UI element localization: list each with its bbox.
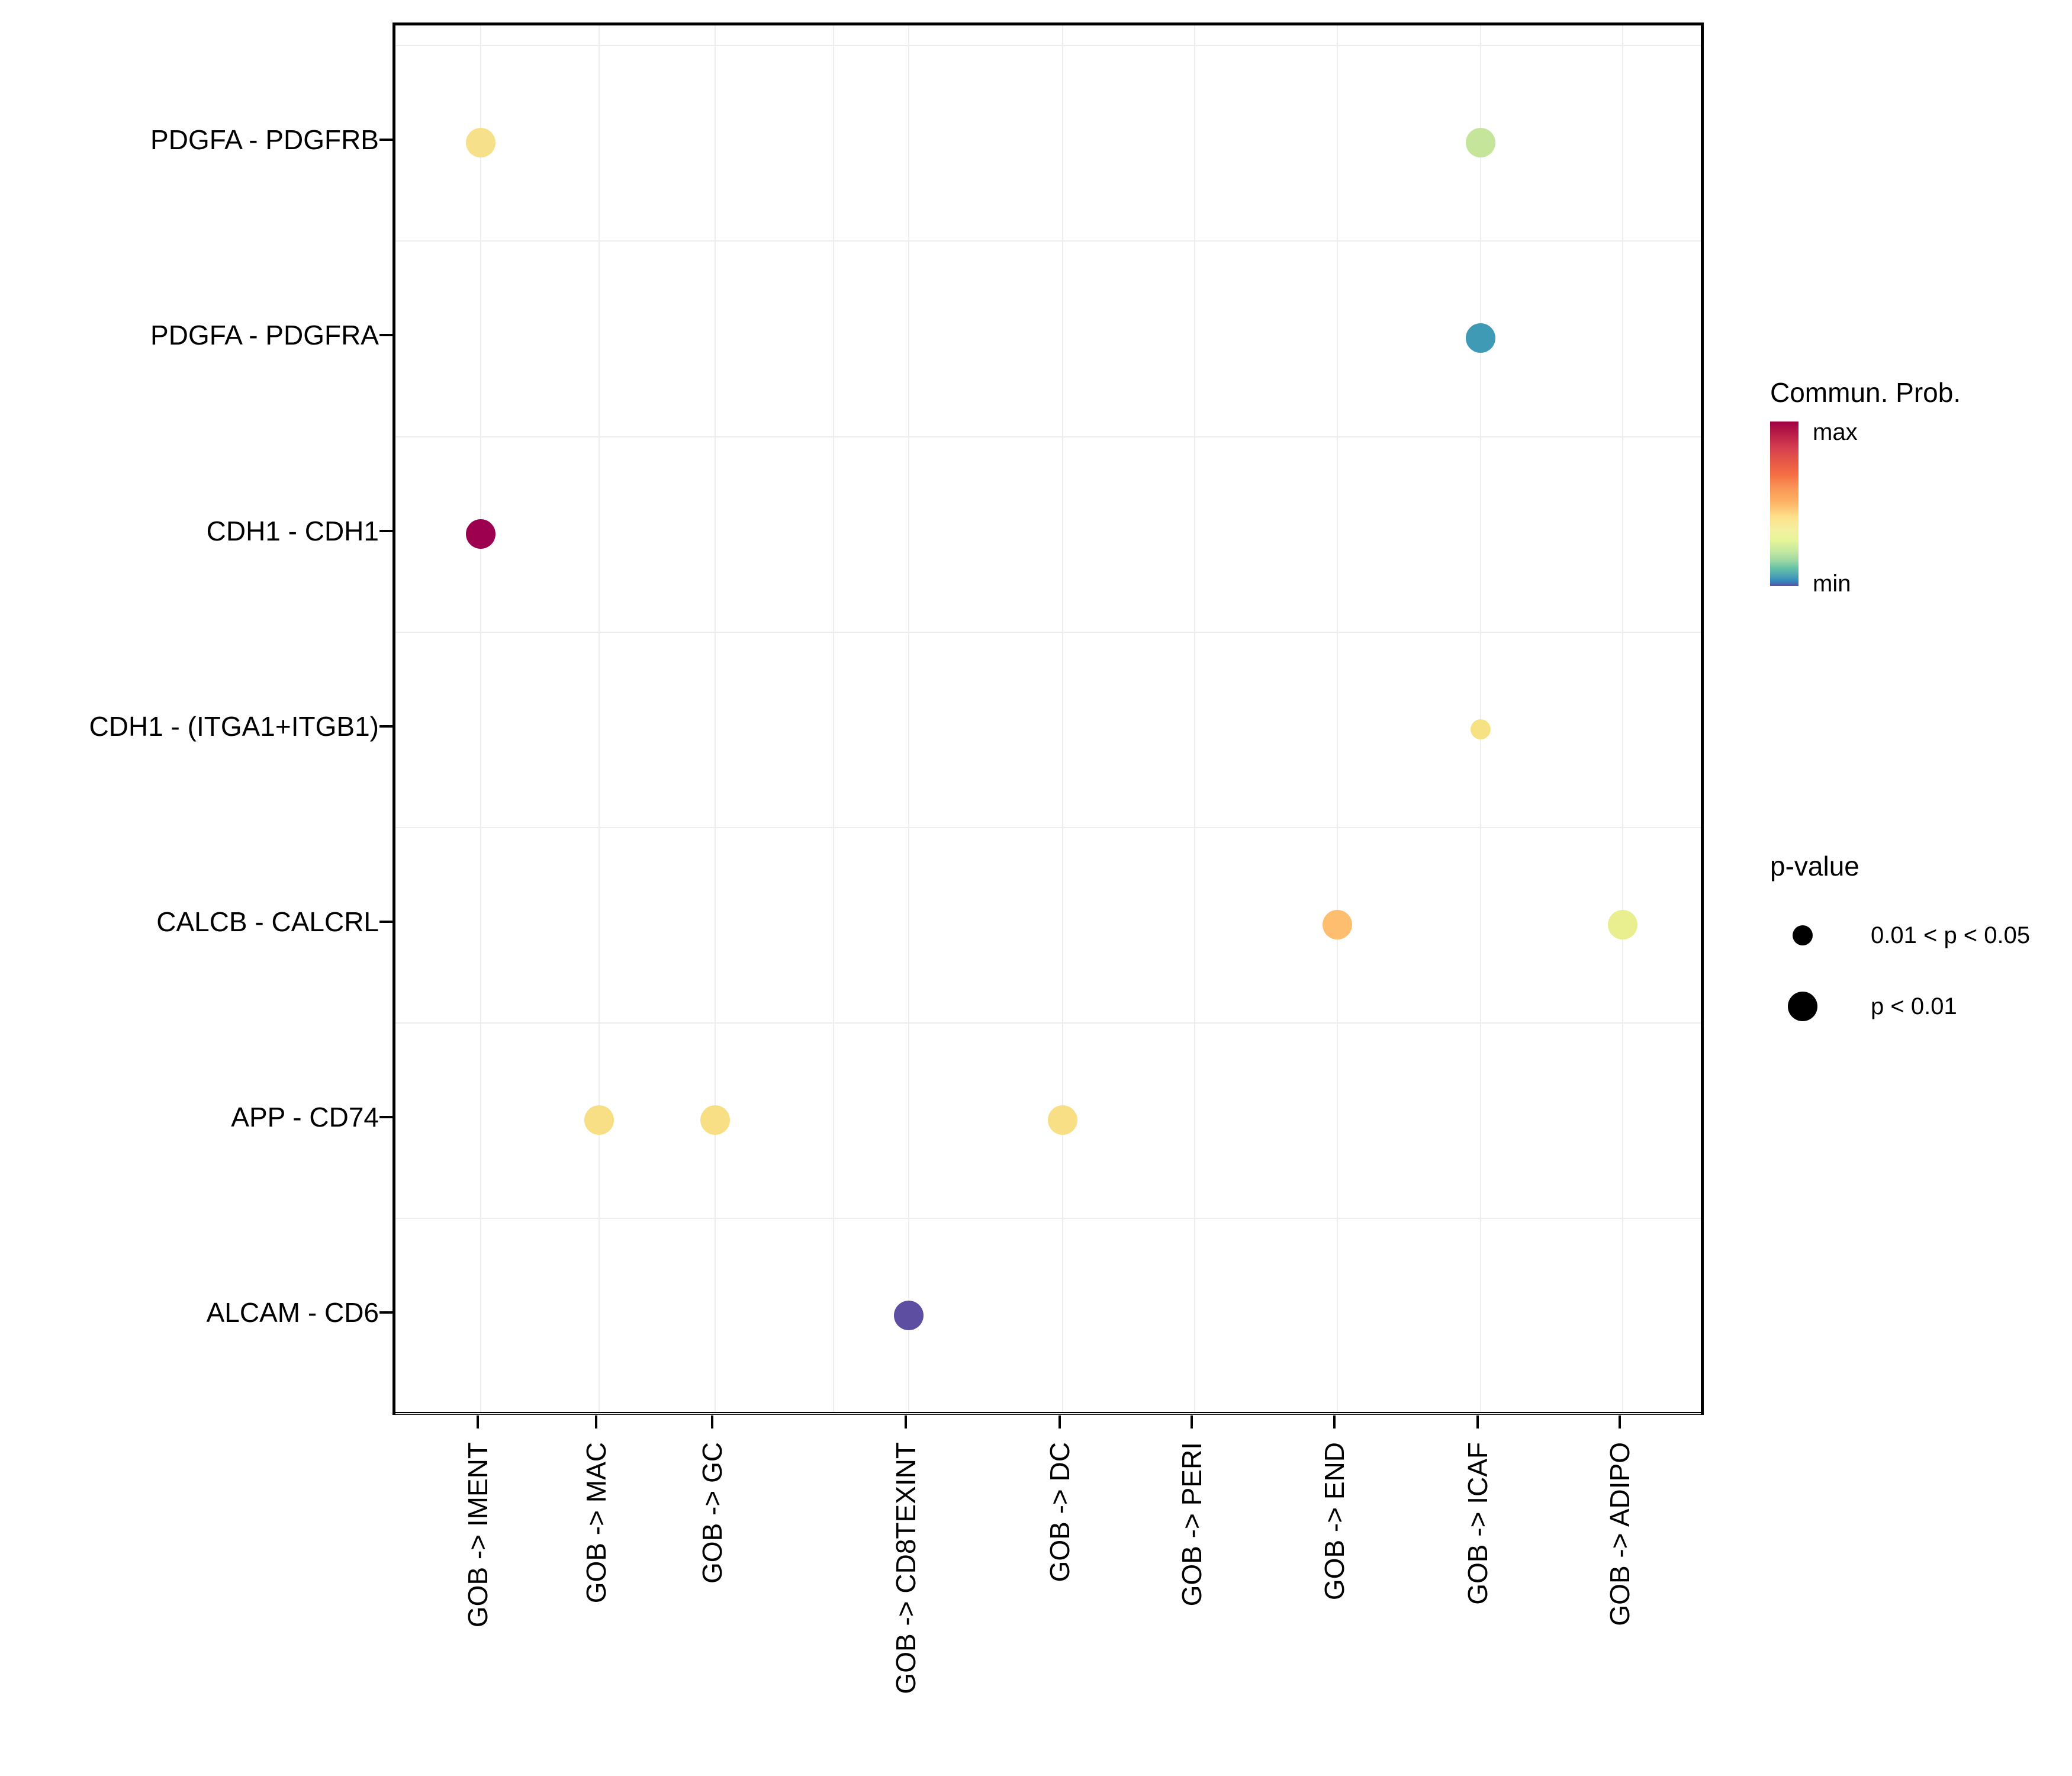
vertical-gridline (1622, 25, 1623, 1412)
data-point-peri-pdgfa-pdgfrb[interactable] (466, 128, 496, 157)
horizontal-gridline (395, 827, 1701, 828)
vertical-gridline (1480, 25, 1481, 1412)
data-point-dc-app-cd74[interactable] (1048, 1105, 1077, 1135)
y-axis-label: CDH1 - CDH1 (206, 516, 379, 546)
y-axis-tick (379, 1116, 392, 1118)
x-axis-label: GOB -> IMENT (462, 1442, 493, 1628)
pvalue-legend-dot-large (1788, 992, 1817, 1021)
pvalue-legend-item: p < 0.01 (1770, 980, 2042, 1033)
x-axis-label: GOB -> DC (1044, 1442, 1075, 1582)
data-point-icaf-pdgfa-pdgfra[interactable] (1466, 323, 1495, 353)
y-axis-tick (379, 725, 392, 728)
y-axis: PDGFA - PDGFRB PDGFA - PDGFRA CDH1 - CDH… (0, 0, 379, 1776)
y-axis-label: PDGFA - PDGFRA (150, 320, 379, 350)
horizontal-gridline (395, 632, 1701, 633)
pvalue-legend-title: p-value (1770, 851, 1859, 881)
y-axis-label: CDH1 - (ITGA1+ITGB1) (89, 711, 379, 742)
x-axis-tick (905, 1415, 907, 1428)
vertical-gridline (715, 25, 716, 1412)
x-axis-tick (1058, 1415, 1061, 1428)
data-point-gc-app-cd74[interactable] (700, 1105, 730, 1135)
x-axis-tick (595, 1415, 597, 1428)
pvalue-legend-label: p < 0.01 (1871, 993, 1957, 1019)
x-axis-tick (1619, 1415, 1621, 1428)
vertical-gridline (908, 25, 909, 1412)
x-axis-tick (711, 1415, 713, 1428)
pvalue-legend-dot-small (1793, 925, 1813, 945)
x-axis-label: GOB -> MAC (581, 1442, 612, 1604)
y-axis-tick (379, 139, 392, 141)
x-axis-tick (1476, 1415, 1479, 1428)
y-axis-tick (379, 334, 392, 336)
x-axis-label: GOB -> END (1319, 1442, 1350, 1601)
horizontal-gridline (395, 240, 1701, 242)
vertical-gridline (1337, 25, 1338, 1412)
x-axis-label: GOB -> ICAF (1462, 1442, 1493, 1605)
y-axis-tick (379, 1311, 392, 1314)
horizontal-gridline (395, 1022, 1701, 1024)
data-point-icaf-cdh1-itga1-itgb1[interactable] (1471, 719, 1491, 739)
plot-panel (392, 22, 1704, 1415)
x-axis-tick (477, 1415, 479, 1428)
vertical-gridline (480, 25, 481, 1412)
y-axis-label: APP - CD74 (231, 1102, 379, 1132)
colour-legend-gradient-bar (1770, 422, 1798, 586)
data-point-cd8texint-alcam-cd6[interactable] (894, 1301, 924, 1330)
y-axis-label: CALCB - CALCRL (156, 906, 379, 937)
x-axis-label: GOB -> ADIPO (1604, 1442, 1635, 1626)
y-axis-label: PDGFA - PDGFRB (150, 124, 379, 155)
colour-legend: Commun. Prob. max min (1770, 377, 2042, 596)
vertical-gridline (833, 25, 834, 1412)
horizontal-gridline (395, 1413, 1701, 1414)
x-axis-ticks (0, 1415, 2072, 1428)
vertical-gridline (1194, 25, 1195, 1412)
colour-legend-max-label: max (1813, 419, 1858, 445)
data-point-end-calcb-calcrl[interactable] (1323, 910, 1352, 940)
y-axis-ticks (379, 0, 392, 1776)
x-axis: GOB -> IMENT GOB -> MAC GOB -> GC GOB ->… (0, 1442, 2072, 1774)
x-axis-label: GOB -> GC (697, 1442, 728, 1584)
colour-legend-title: Commun. Prob. (1770, 377, 1961, 408)
x-axis-tick (1333, 1415, 1336, 1428)
x-axis-label: GOB -> PERI (1176, 1442, 1207, 1607)
horizontal-gridline (395, 45, 1701, 46)
vertical-gridline (599, 25, 600, 1412)
data-point-icaf-pdgfa-pdgfrb[interactable] (1466, 128, 1495, 157)
data-point-mac-app-cd74[interactable] (584, 1105, 614, 1135)
colour-legend-min-label: min (1813, 571, 1851, 597)
data-point-adipo-calcb-calcrl[interactable] (1608, 910, 1637, 940)
y-axis-tick (379, 921, 392, 923)
y-axis-tick (379, 530, 392, 532)
y-axis-label: ALCAM - CD6 (206, 1297, 379, 1328)
x-axis-tick (1191, 1415, 1193, 1428)
pvalue-legend: p-value 0.01 < p < 0.05 p < 0.01 (1770, 851, 2042, 1021)
x-axis-label: GOB -> CD8TEXINT (890, 1442, 921, 1694)
pvalue-legend-label: 0.01 < p < 0.05 (1871, 922, 2031, 948)
pvalue-legend-item: 0.01 < p < 0.05 (1770, 909, 2042, 962)
horizontal-gridline (395, 436, 1701, 437)
horizontal-gridline (395, 1218, 1701, 1219)
data-point-iment-cdh1-cdh1[interactable] (466, 519, 496, 549)
vertical-gridline (1062, 25, 1063, 1412)
